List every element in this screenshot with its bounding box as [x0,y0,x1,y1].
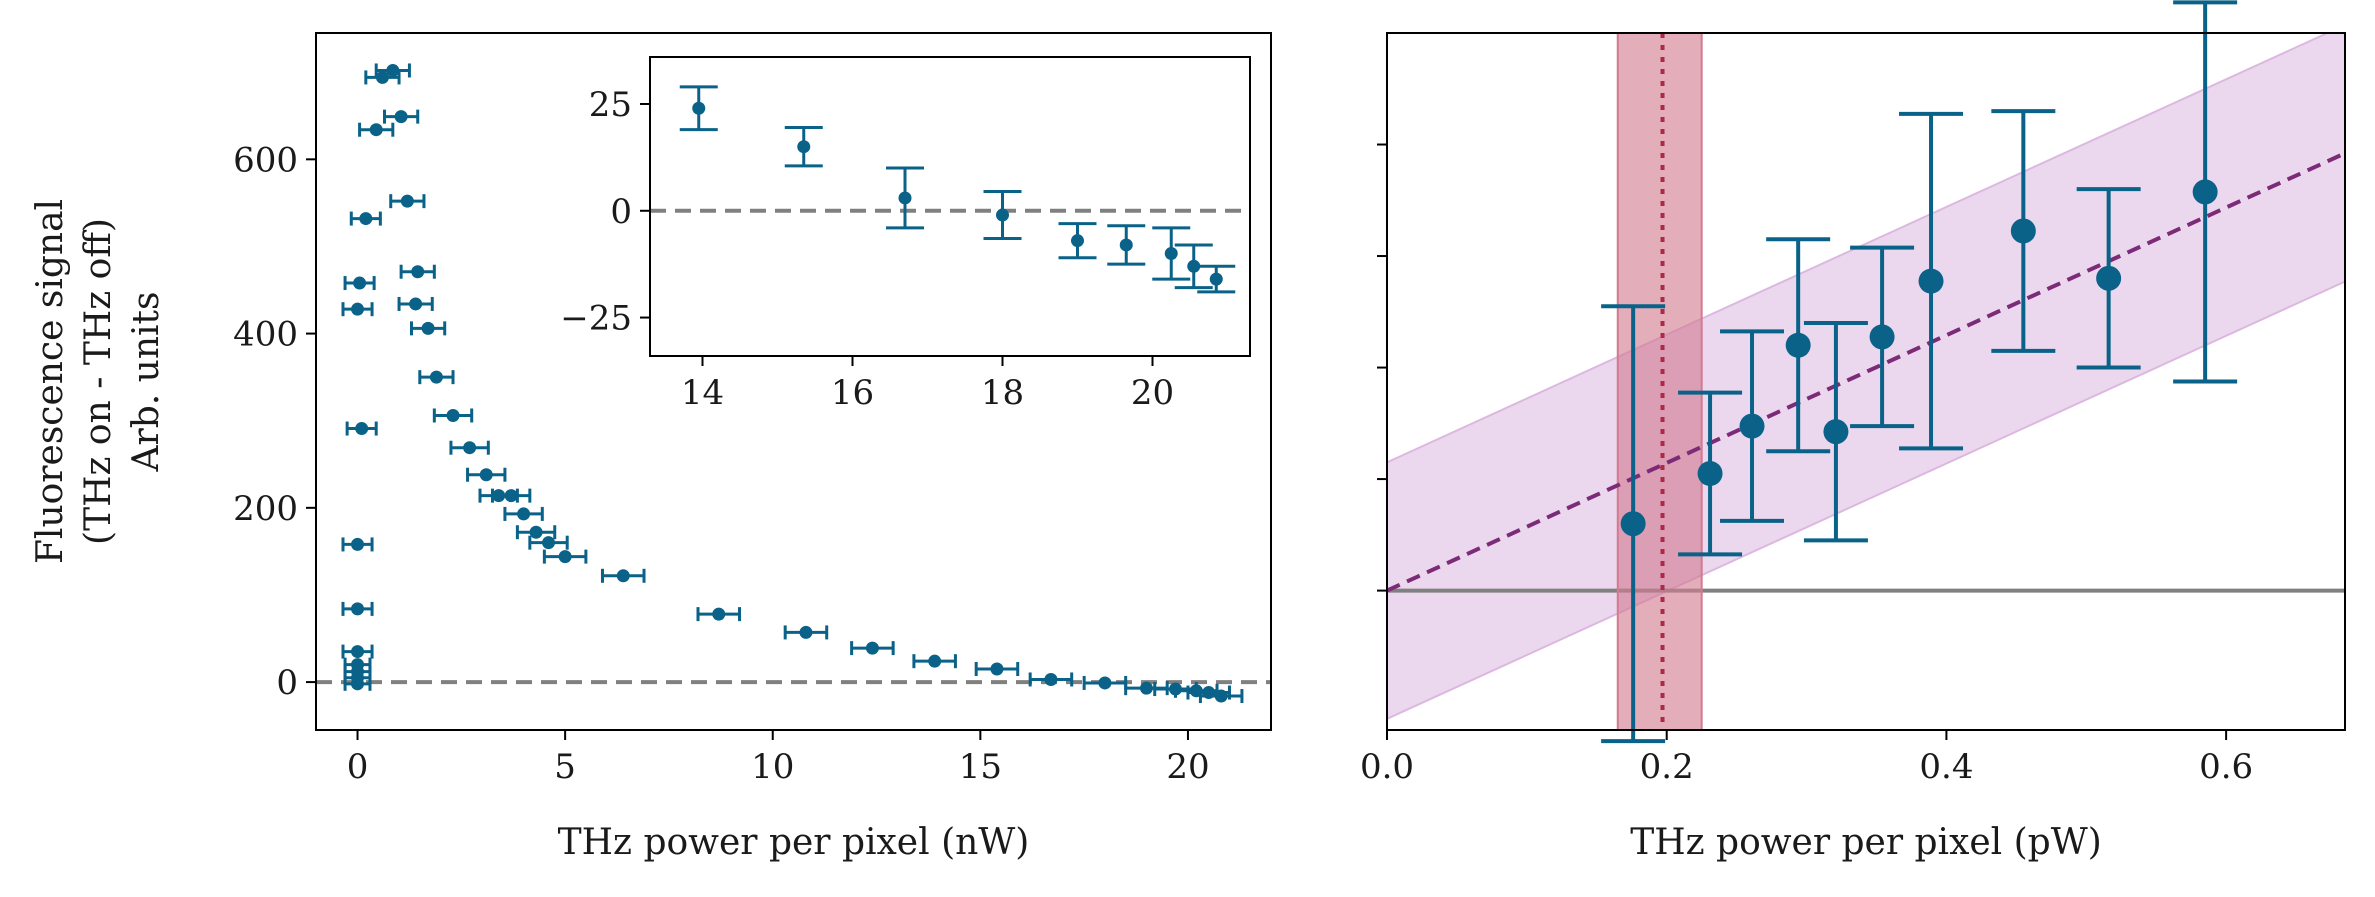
data-point-18 [421,321,435,335]
data-point-13 [386,63,400,77]
left-x-axis-label: THz power per pixel (nW) [558,822,1030,863]
inset-point-5 [1119,238,1133,252]
data-point-32 [865,641,879,655]
inset-y-tick-label: 0 [610,192,632,232]
right-point-4 [1823,419,1849,445]
data-point-3 [351,658,365,672]
data-point-27 [542,536,556,550]
fit-confidence-band [1387,33,2345,720]
data-point-15 [400,194,414,208]
inset-point-8 [1209,272,1223,286]
x-tick-label: 20 [1166,747,1209,787]
data-point-8 [351,302,365,316]
inset-x-tick-label: 18 [981,373,1024,413]
right-point-7 [2010,218,2036,244]
inset-x-tick-label: 14 [681,373,724,413]
data-point-9 [353,276,367,290]
left-plot-frame [315,32,1272,731]
right-point-6 [1918,268,1944,294]
inset-point-2 [898,191,912,205]
data-point-21 [463,441,477,455]
inset-y-tick-label: −25 [560,299,632,339]
data-point-16 [411,265,425,279]
x-tick-label: 15 [959,747,1002,787]
y-tick-label: 0 [276,663,298,703]
right-plot-frame [1386,32,2346,731]
data-point-6 [351,537,365,551]
inset-point-4 [1071,234,1084,248]
data-point-34 [990,662,1004,676]
inset-x-tick-label: 16 [831,373,874,413]
y-tick-label: 600 [233,140,298,180]
data-point-17 [409,297,423,311]
data-point-11 [369,123,383,137]
data-point-24 [504,489,518,503]
right-x-tick-label: 0.6 [2199,747,2253,787]
data-point-14 [394,110,408,124]
data-point-10 [359,212,373,226]
data-point-5 [351,602,365,616]
y-axis-label-line: (THz on - THz off) [78,218,119,545]
right-x-tick-label: 0.0 [1360,747,1414,787]
threshold-band [1616,33,1703,730]
inset-panel: 14 16 18 20 −25 0 25 [560,56,1251,413]
data-point-41 [1214,689,1228,703]
data-point-22 [479,468,493,482]
data-point-26 [529,525,543,539]
data-point-12 [375,70,389,84]
y-axis-label-line: Arb. units [126,292,167,473]
inset-point-3 [996,208,1009,222]
data-point-20 [446,408,460,422]
right-plot-area [1387,33,2345,730]
data-point-7 [355,422,369,436]
data-point-37 [1139,681,1153,695]
right-panel: 0.0 0.2 0.4 0.6 THz power per pixel (pW) [1360,0,2346,863]
y-tick-label: 400 [233,315,298,355]
right-point-9 [2192,179,2218,205]
inset-point-7 [1187,259,1201,273]
left-y-axis-label: Fluorescence signal (THz on - THz off) Arb… [30,199,167,564]
inset-background [650,57,1250,356]
data-point-33 [928,654,942,668]
inset-point-0 [692,101,706,115]
inset-x-tick-label: 20 [1131,373,1174,413]
data-point-30 [712,607,726,621]
right-x-tick-label: 0.2 [1640,747,1694,787]
inset-plot-frame [649,56,1251,357]
right-point-5 [1869,324,1895,350]
x-tick-label: 10 [751,747,794,787]
right-x-axis-label: THz power per pixel (pW) [1630,822,2102,863]
inset-point-1 [797,140,811,154]
x-tick-label: 0 [347,747,369,787]
right-point-2 [1739,413,1765,439]
x-tick-label: 5 [554,747,576,787]
y-axis-label-line: Fluorescence signal [30,199,71,564]
right-x-tick-label: 0.4 [1919,747,1973,787]
data-point-4 [351,645,365,659]
right-point-0 [1620,511,1646,537]
data-point-19 [429,370,443,384]
data-point-31 [799,625,813,639]
data-point-36 [1098,676,1112,690]
data-point-29 [616,569,630,583]
y-tick-label: 200 [233,489,298,529]
right-point-3 [1785,332,1811,358]
inset-point-6 [1164,246,1178,260]
data-point-35 [1044,672,1058,686]
data-point-25 [517,507,531,521]
inset-y-tick-label: 25 [589,85,632,125]
right-point-8 [2096,265,2122,291]
right-point-1 [1697,461,1723,487]
data-point-28 [558,550,572,564]
